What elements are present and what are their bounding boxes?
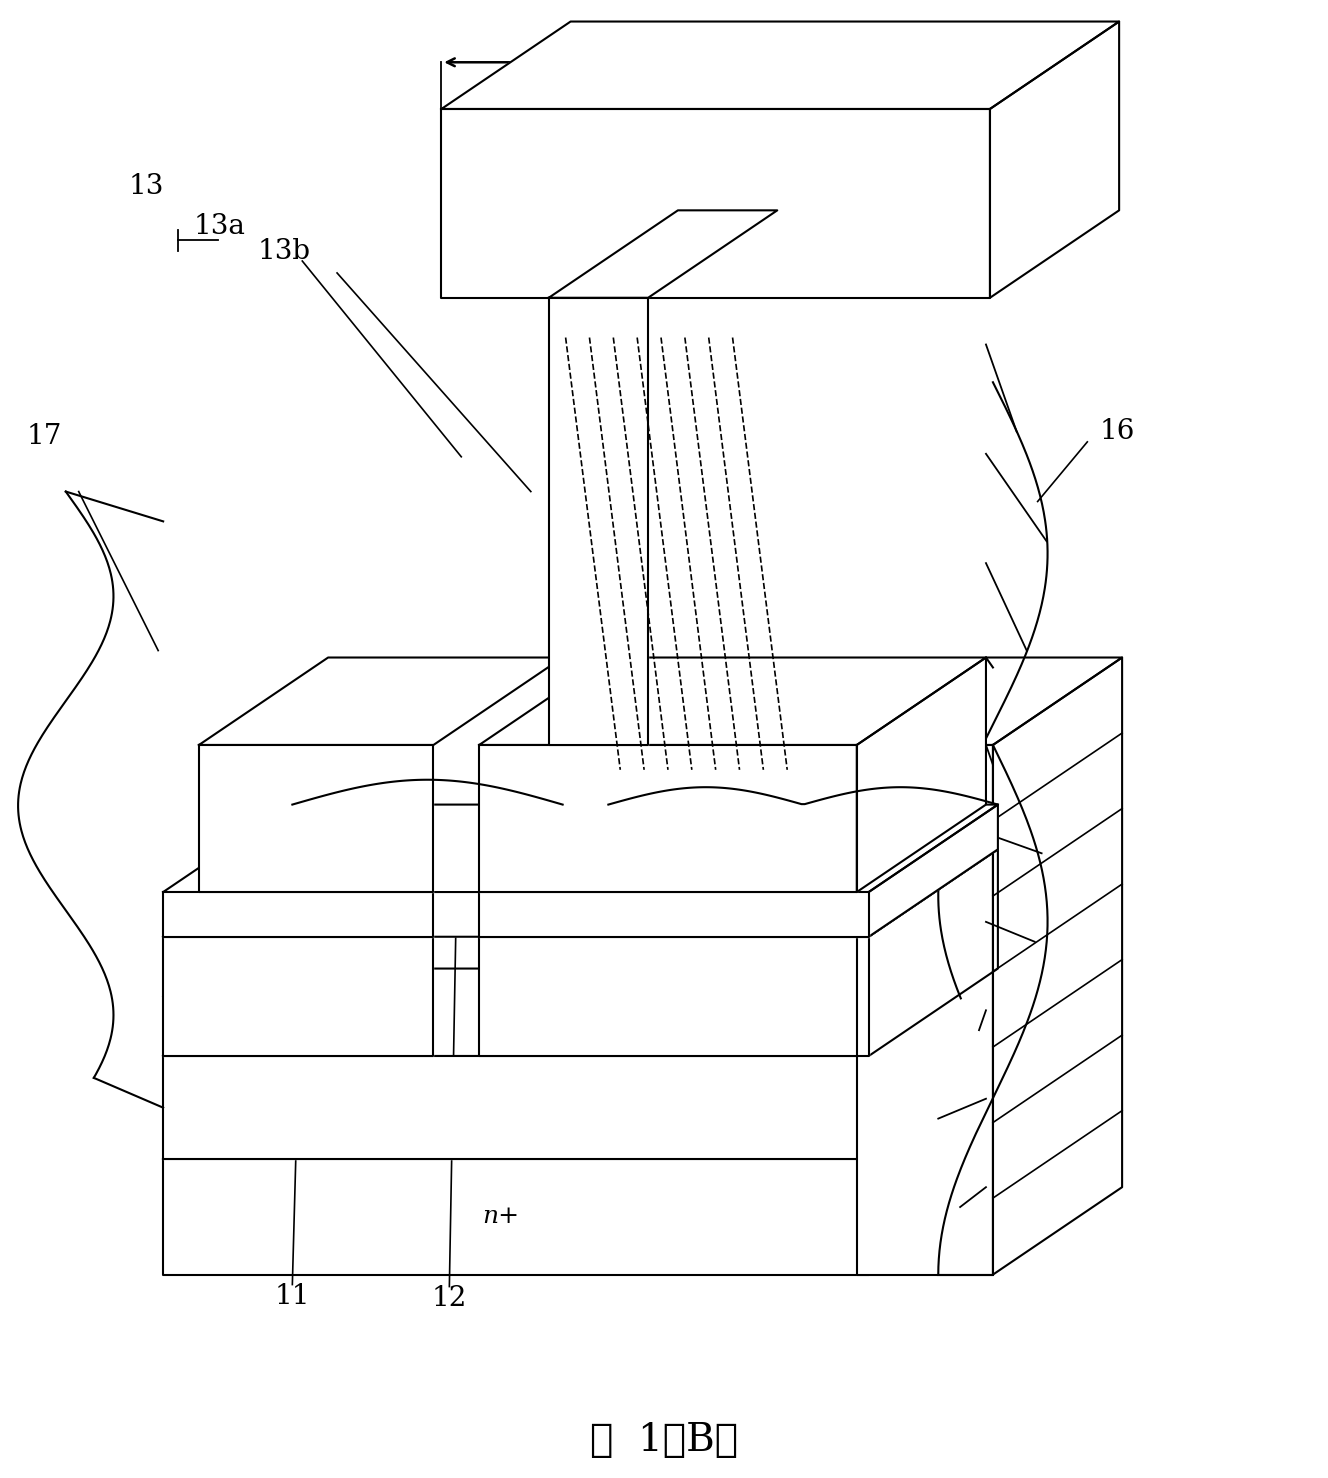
Text: p+: p+ xyxy=(834,980,863,998)
Text: L KT: L KT xyxy=(720,130,780,154)
Polygon shape xyxy=(548,210,777,297)
Polygon shape xyxy=(163,1159,869,1274)
Polygon shape xyxy=(163,893,433,937)
Text: Lg: Lg xyxy=(697,24,733,50)
Text: 4: 4 xyxy=(1049,940,1066,967)
Polygon shape xyxy=(441,22,1120,109)
Polygon shape xyxy=(163,937,433,1055)
Text: 12: 12 xyxy=(432,1284,467,1312)
Text: 16: 16 xyxy=(1100,418,1135,445)
Text: n+: n+ xyxy=(283,905,312,922)
Polygon shape xyxy=(857,745,993,1274)
Text: 13a: 13a xyxy=(194,213,246,239)
Polygon shape xyxy=(199,658,563,745)
Polygon shape xyxy=(869,804,997,937)
Polygon shape xyxy=(479,658,985,745)
Text: p: p xyxy=(652,984,668,1008)
Polygon shape xyxy=(163,1055,869,1159)
Text: Lgd: Lgd xyxy=(295,782,337,804)
Polygon shape xyxy=(857,658,985,893)
Text: n-: n- xyxy=(489,1097,514,1119)
Text: p: p xyxy=(280,984,295,1008)
Polygon shape xyxy=(993,658,1122,1274)
Polygon shape xyxy=(441,109,989,297)
Polygon shape xyxy=(163,968,997,1055)
Polygon shape xyxy=(479,937,869,1055)
Text: n+: n+ xyxy=(651,905,680,922)
Text: 17: 17 xyxy=(27,423,61,451)
Text: n+: n+ xyxy=(482,1206,519,1228)
Text: p+: p+ xyxy=(161,980,190,998)
Text: 11: 11 xyxy=(275,1283,311,1310)
Polygon shape xyxy=(199,745,433,893)
Text: 13b: 13b xyxy=(258,238,311,265)
Text: 15: 15 xyxy=(1074,801,1110,828)
Polygon shape xyxy=(857,658,1122,745)
Polygon shape xyxy=(869,1072,997,1274)
Polygon shape xyxy=(869,968,997,1159)
Polygon shape xyxy=(989,22,1120,297)
Polygon shape xyxy=(479,745,857,893)
Text: 13: 13 xyxy=(129,173,163,200)
Polygon shape xyxy=(163,850,997,937)
Polygon shape xyxy=(869,850,997,1055)
Polygon shape xyxy=(163,1072,997,1159)
Text: 图  1（B）: 图 1（B） xyxy=(590,1422,738,1459)
Polygon shape xyxy=(548,297,648,745)
Text: Lgd: Lgd xyxy=(527,782,570,804)
Polygon shape xyxy=(163,804,997,893)
Polygon shape xyxy=(479,893,869,937)
